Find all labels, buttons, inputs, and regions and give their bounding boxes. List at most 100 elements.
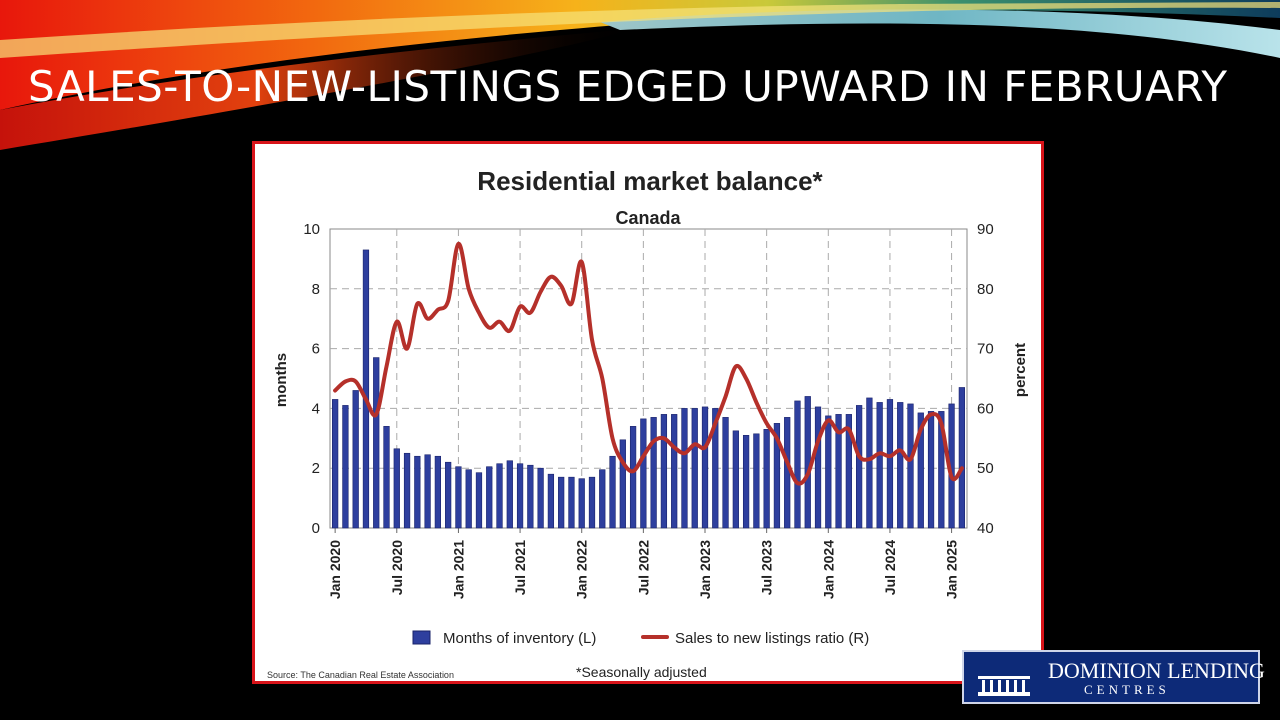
inventory-bar — [455, 466, 462, 529]
inventory-bar — [558, 476, 565, 529]
inventory-bar — [486, 466, 493, 529]
inventory-bar — [599, 469, 606, 529]
inventory-bar — [753, 433, 760, 529]
y-tick-right: 60 — [977, 400, 994, 417]
inventory-bar — [568, 476, 575, 529]
y-axis-right-label: percent — [1012, 343, 1029, 397]
inventory-bar — [794, 400, 801, 529]
x-tick-label: Jul 2023 — [759, 540, 775, 595]
inventory-bar — [629, 426, 637, 529]
inventory-bar — [424, 454, 431, 529]
inventory-bar — [578, 478, 585, 529]
y-tick-left: 10 — [303, 221, 320, 238]
inventory-bar — [434, 455, 442, 529]
y-tick-left: 8 — [312, 281, 320, 298]
plot-frame — [329, 228, 968, 529]
inventory-bar — [445, 461, 452, 529]
inventory-bar — [362, 249, 370, 529]
legend-label-ratio: Sales to new listings ratio (R) — [675, 630, 869, 647]
inventory-bar — [640, 418, 647, 529]
inventory-bar — [671, 414, 678, 529]
y-tick-right: 70 — [977, 341, 994, 358]
x-tick-label: Jan 2025 — [944, 540, 960, 599]
inventory-bar — [547, 473, 555, 529]
inventory-bar — [845, 414, 852, 529]
dominion-lending-logo: DOMINION LENDING CENTRES — [962, 650, 1265, 704]
x-tick-label: Jul 2020 — [389, 540, 405, 595]
inventory-bar — [722, 417, 729, 529]
inventory-bar — [773, 423, 781, 529]
inventory-bar — [373, 357, 380, 529]
y-tick-left: 2 — [312, 460, 320, 477]
y-tick-right: 90 — [977, 221, 994, 238]
x-tick-label: Jul 2022 — [635, 540, 651, 595]
inventory-bar — [897, 402, 904, 529]
inventory-bar — [465, 469, 472, 529]
inventory-bar — [588, 476, 596, 529]
logo-text-main: DOMINION LENDING — [1048, 658, 1265, 683]
inventory-bar — [650, 417, 657, 529]
inventory-bar — [681, 408, 688, 529]
x-tick-label: Jan 2024 — [820, 540, 836, 599]
x-tick-label: Jul 2021 — [512, 540, 528, 595]
inventory-bar — [393, 448, 400, 529]
inventory-bar — [516, 463, 524, 529]
inventory-bar — [527, 464, 534, 529]
inventory-bar — [814, 406, 822, 529]
inventory-bar — [403, 452, 411, 529]
chart-subtitle: Canada — [615, 208, 681, 228]
inventory-bar — [660, 414, 668, 529]
x-tick-label: Jan 2020 — [327, 540, 343, 599]
inventory-bar — [732, 430, 739, 529]
inventory-bar — [958, 387, 965, 529]
inventory-bar — [352, 390, 359, 529]
y-tick-left: 0 — [312, 520, 320, 537]
x-tick-label: Jan 2023 — [697, 540, 713, 599]
decorative-swoosh — [0, 0, 1280, 150]
inventory-bar — [938, 411, 945, 529]
inventory-bar — [537, 467, 544, 529]
inventory-bar — [876, 402, 883, 529]
y-axis-left-label: months — [273, 353, 290, 407]
sales-ratio-line — [333, 241, 964, 486]
inventory-bar — [691, 408, 698, 529]
inventory-bar — [825, 415, 832, 529]
inventory-bar — [332, 399, 339, 529]
inventory-bar — [804, 396, 811, 529]
inventory-bar — [855, 405, 863, 529]
y-tick-right: 50 — [977, 460, 994, 477]
x-tick-label: Jan 2021 — [450, 540, 466, 599]
inventory-bar — [866, 397, 873, 529]
inventory-bar — [907, 403, 914, 529]
inventory-bar — [619, 439, 626, 529]
y-tick-left: 4 — [312, 400, 320, 417]
chart-frame: Residential market balance* Canada 0 2 4 6 8… — [252, 141, 1044, 684]
inventory-bar — [414, 455, 421, 529]
inventory-bar — [475, 472, 483, 529]
y-tick-right: 80 — [977, 281, 994, 298]
inventory-bar — [917, 412, 924, 529]
legend: Months of inventory (L) Sales to new lis… — [412, 630, 869, 647]
legend-swatch-inventory — [412, 630, 431, 645]
chart-title: Residential market balance* — [477, 166, 823, 196]
inventory-bar — [506, 460, 513, 529]
inventory-bar — [609, 455, 616, 529]
y-tick-right: 40 — [977, 520, 994, 537]
inventory-bar — [835, 414, 842, 529]
inventory-bar — [742, 435, 750, 529]
x-tick-label: Jan 2022 — [574, 540, 590, 599]
inventory-bar — [763, 429, 770, 529]
inventory-bar — [927, 411, 935, 529]
residential-market-chart: Residential market balance* Canada 0 2 4 6 8… — [267, 166, 1029, 680]
legend-label-inventory: Months of inventory (L) — [443, 630, 596, 647]
inventory-bar — [496, 463, 503, 529]
seasonal-note: *Seasonally adjusted — [576, 664, 707, 680]
x-tick-label: Jul 2024 — [882, 540, 898, 595]
slide-title: SALES-TO-NEW-LISTINGS EDGED UPWARD IN FE… — [28, 62, 1228, 111]
inventory-bar — [383, 426, 390, 529]
inventory-bar — [784, 417, 791, 529]
plot-area: 0 2 4 6 8 10 40 50 60 70 80 90 Jan 2020 Jul 2020 Jan 2… — [303, 221, 993, 599]
logo-text-sub: CENTRES — [1084, 682, 1170, 697]
inventory-bar — [886, 399, 894, 529]
